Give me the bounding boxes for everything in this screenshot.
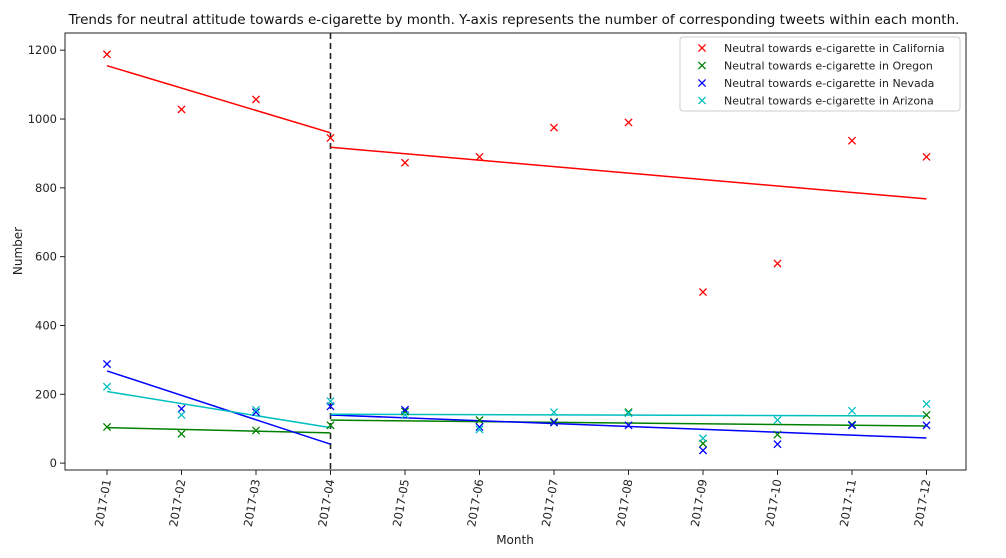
y-tick-label: 400 — [35, 318, 57, 332]
data-point — [177, 404, 186, 413]
x-tick-label: 2017-09 — [688, 478, 710, 528]
data-point — [698, 446, 708, 455]
data-point — [549, 418, 559, 427]
data-point — [400, 410, 410, 420]
data-point — [400, 407, 410, 416]
data-point — [549, 408, 559, 417]
data-point — [102, 382, 112, 391]
data-point — [475, 416, 484, 425]
y-tick-label: 0 — [50, 456, 57, 470]
data-point — [251, 408, 261, 417]
trend-line-after — [330, 414, 927, 439]
legend-label: Neutral towards e-cigarette in Californi… — [724, 42, 945, 55]
x-tick-label: 2017-12 — [911, 478, 933, 528]
data-point — [177, 429, 186, 438]
legend-marker — [697, 43, 707, 53]
legend-marker — [697, 96, 707, 105]
data-point — [847, 406, 857, 415]
y-tick-label: 1200 — [28, 43, 57, 57]
legend: Neutral towards e-cigarette in Californi… — [679, 36, 961, 112]
data-markers — [102, 50, 931, 455]
data-point — [326, 133, 335, 143]
legend-box — [679, 36, 961, 112]
data-point — [624, 409, 633, 418]
data-point — [773, 259, 782, 268]
data-point — [624, 421, 633, 430]
trend-line-after — [330, 419, 927, 427]
x-tick-label: 2017-02 — [166, 478, 188, 528]
x-tick-label: 2017-04 — [315, 478, 337, 528]
x-tick-label: 2017-05 — [390, 478, 412, 528]
x-tick-label: 2017-10 — [762, 478, 784, 528]
x-axis: 2017-01 2017-02 2017-03 2017-04 2017-05 2017-… — [92, 470, 933, 528]
data-point — [549, 123, 559, 132]
data-point — [698, 288, 708, 297]
x-axis-label: Month — [496, 533, 534, 547]
data-point — [475, 422, 484, 432]
trend-lines — [106, 64, 927, 445]
data-point — [102, 422, 112, 432]
trend-line-after — [330, 413, 927, 417]
data-point — [922, 399, 931, 408]
legend-label: Neutral towards e-cigarette in Nevada — [724, 77, 934, 90]
data-point — [177, 410, 186, 420]
data-point — [847, 421, 857, 430]
x-tick-label: 2017-07 — [539, 478, 561, 528]
x-tick-label: 2017-01 — [92, 478, 114, 528]
y-tick-label: 1000 — [28, 112, 57, 126]
x-tick-label: 2017-11 — [837, 478, 859, 528]
plot-frame — [64, 32, 967, 471]
data-point — [326, 397, 335, 406]
x-tick-label: 2017-08 — [613, 478, 635, 528]
data-point — [251, 405, 261, 414]
legend-marker — [697, 78, 707, 88]
data-point — [624, 408, 633, 417]
data-point — [773, 430, 782, 439]
data-point — [475, 425, 484, 434]
data-point — [624, 118, 633, 127]
data-point — [773, 440, 782, 449]
data-point — [475, 152, 484, 161]
data-point — [847, 136, 857, 145]
y-tick-label: 600 — [35, 250, 57, 264]
data-point — [698, 434, 708, 443]
y-axis: 0 200 400 600 800 1000 1200 — [28, 43, 65, 470]
y-axis-label: Number — [11, 227, 25, 275]
data-point — [251, 426, 261, 435]
chart-title: Trends for neutral attitude towards e-ci… — [68, 12, 960, 28]
y-tick-label: 800 — [35, 181, 57, 195]
data-point — [922, 421, 931, 430]
legend-marker — [697, 61, 707, 70]
data-point — [102, 50, 112, 59]
data-point — [922, 410, 931, 420]
data-point — [773, 416, 782, 425]
data-point — [922, 152, 931, 161]
legend-label: Neutral towards e-cigarette in Arizona — [724, 95, 934, 108]
trend-line-before — [106, 426, 331, 434]
data-point — [102, 359, 112, 369]
y-tick-label: 200 — [35, 387, 57, 401]
data-point — [400, 158, 410, 167]
trend-line-after — [330, 146, 927, 200]
trend-line-before — [106, 64, 331, 134]
x-tick-label: 2017-06 — [464, 478, 486, 528]
data-point — [326, 421, 335, 430]
data-point — [177, 105, 186, 114]
legend-label: Neutral towards e-cigarette in Oregon — [724, 60, 933, 73]
x-tick-label: 2017-03 — [241, 478, 263, 528]
trend-line-before — [106, 370, 331, 445]
data-point — [251, 95, 261, 104]
trend-line-before — [106, 390, 331, 429]
